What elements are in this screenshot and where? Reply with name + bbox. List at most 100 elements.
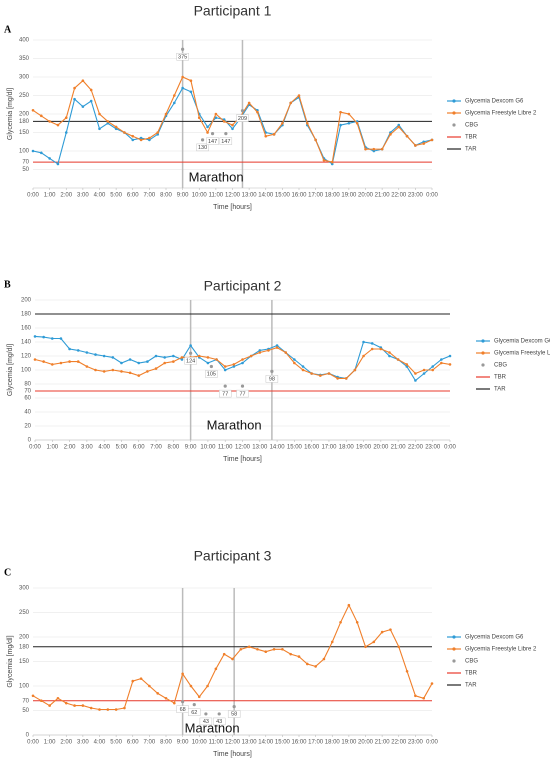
data-point xyxy=(339,123,342,127)
data-point xyxy=(214,667,218,671)
y-tick-label: 180 xyxy=(21,312,32,318)
x-tick-label: 12:00 xyxy=(225,193,241,199)
cbg-point xyxy=(240,384,245,388)
data-point xyxy=(284,351,288,354)
cbg-label: 62 xyxy=(191,710,197,716)
data-point xyxy=(181,75,184,79)
data-point xyxy=(50,363,54,366)
data-point xyxy=(214,112,218,116)
cbg-label: 43 xyxy=(203,719,209,725)
data-point xyxy=(106,121,110,125)
legend-marker xyxy=(452,123,456,127)
data-point xyxy=(102,370,106,373)
legend-label: TBR xyxy=(465,671,478,677)
data-point xyxy=(281,647,284,651)
x-tick-label: 13:00 xyxy=(242,193,258,199)
cbg-label-box xyxy=(219,389,232,398)
y-tick-label: 100 xyxy=(19,684,30,690)
data-point xyxy=(301,365,305,368)
data-point xyxy=(372,640,376,644)
data-point xyxy=(128,358,132,361)
data-point xyxy=(137,374,141,377)
data-point xyxy=(189,684,193,688)
legend-marker xyxy=(481,363,485,367)
data-point xyxy=(181,672,184,676)
cbg-label: 77 xyxy=(239,391,245,397)
x-tick-label: 11:00 xyxy=(218,445,233,451)
data-point xyxy=(128,371,132,375)
data-point xyxy=(327,372,331,375)
data-point xyxy=(114,708,118,711)
x-tick-label: 8:00 xyxy=(167,445,179,451)
data-point xyxy=(68,347,71,351)
data-point xyxy=(222,120,226,123)
y-tick-label: 50 xyxy=(22,167,29,173)
x-tick-label: 0:00 xyxy=(27,193,39,199)
data-point xyxy=(247,645,251,649)
data-point xyxy=(431,368,435,372)
data-point xyxy=(189,90,193,94)
cbg-label: 130 xyxy=(198,145,207,151)
data-point xyxy=(206,684,209,688)
series-line xyxy=(32,76,433,163)
cbg-label: 209 xyxy=(238,116,247,122)
data-point xyxy=(85,365,89,368)
data-point xyxy=(239,647,243,651)
data-point xyxy=(222,652,226,656)
x-tick-label: 6:00 xyxy=(133,445,145,451)
legend-label: CBG xyxy=(465,659,478,665)
data-point xyxy=(73,97,76,101)
legend-marker xyxy=(481,351,485,355)
data-point xyxy=(440,361,443,365)
data-point xyxy=(405,363,409,366)
data-point xyxy=(339,621,342,624)
y-tick-label: 350 xyxy=(19,56,30,62)
cbg-label: 43 xyxy=(216,719,222,725)
y-tick-label: 20 xyxy=(24,424,31,430)
cbg-label-box xyxy=(176,53,189,61)
x-tick-label: 0:00 xyxy=(426,193,438,199)
y-tick-label: 60 xyxy=(24,396,31,402)
x-tick-label: 10:00 xyxy=(192,740,208,746)
data-point xyxy=(120,361,123,365)
data-point xyxy=(264,650,268,653)
data-point xyxy=(440,358,443,361)
data-point xyxy=(380,147,384,151)
y-tick-label: 50 xyxy=(22,708,29,714)
data-point xyxy=(364,147,367,151)
y-tick-label: 0 xyxy=(28,438,32,444)
x-tick-label: 19:00 xyxy=(341,193,357,199)
y-tick-label: 70 xyxy=(22,160,29,166)
data-point xyxy=(397,645,401,649)
x-tick-label: 17:00 xyxy=(308,740,324,746)
cbg-label-box xyxy=(236,114,249,122)
data-point xyxy=(146,370,149,373)
y-tick-label: 40 xyxy=(24,410,31,416)
cbg-label: 105 xyxy=(207,372,216,378)
data-point xyxy=(139,677,143,680)
x-tick-label: 17:00 xyxy=(308,193,324,199)
y-axis-title: Glycemia [mg/dl] xyxy=(7,88,14,140)
data-point xyxy=(206,125,209,129)
data-point xyxy=(396,358,400,361)
annotation: Marathon xyxy=(207,417,262,432)
data-point xyxy=(372,147,376,151)
data-point xyxy=(111,368,115,372)
data-point xyxy=(414,379,417,382)
data-point xyxy=(156,131,159,134)
x-tick-label: 4:00 xyxy=(94,740,106,746)
data-point xyxy=(76,349,80,352)
x-tick-label: 13:00 xyxy=(252,445,268,451)
data-point xyxy=(319,374,322,377)
x-tick-label: 10:00 xyxy=(200,445,216,451)
data-point xyxy=(272,647,276,651)
data-point xyxy=(330,640,334,644)
x-tick-label: 2:00 xyxy=(60,740,72,746)
data-point xyxy=(98,127,101,131)
data-point xyxy=(173,101,176,105)
data-point xyxy=(189,344,192,347)
cbg-point xyxy=(189,351,193,355)
cbg-point xyxy=(217,712,221,716)
cbg-label: 68 xyxy=(180,707,186,713)
legend-label: Glycemia Freestyle Libre 2 xyxy=(465,647,537,653)
